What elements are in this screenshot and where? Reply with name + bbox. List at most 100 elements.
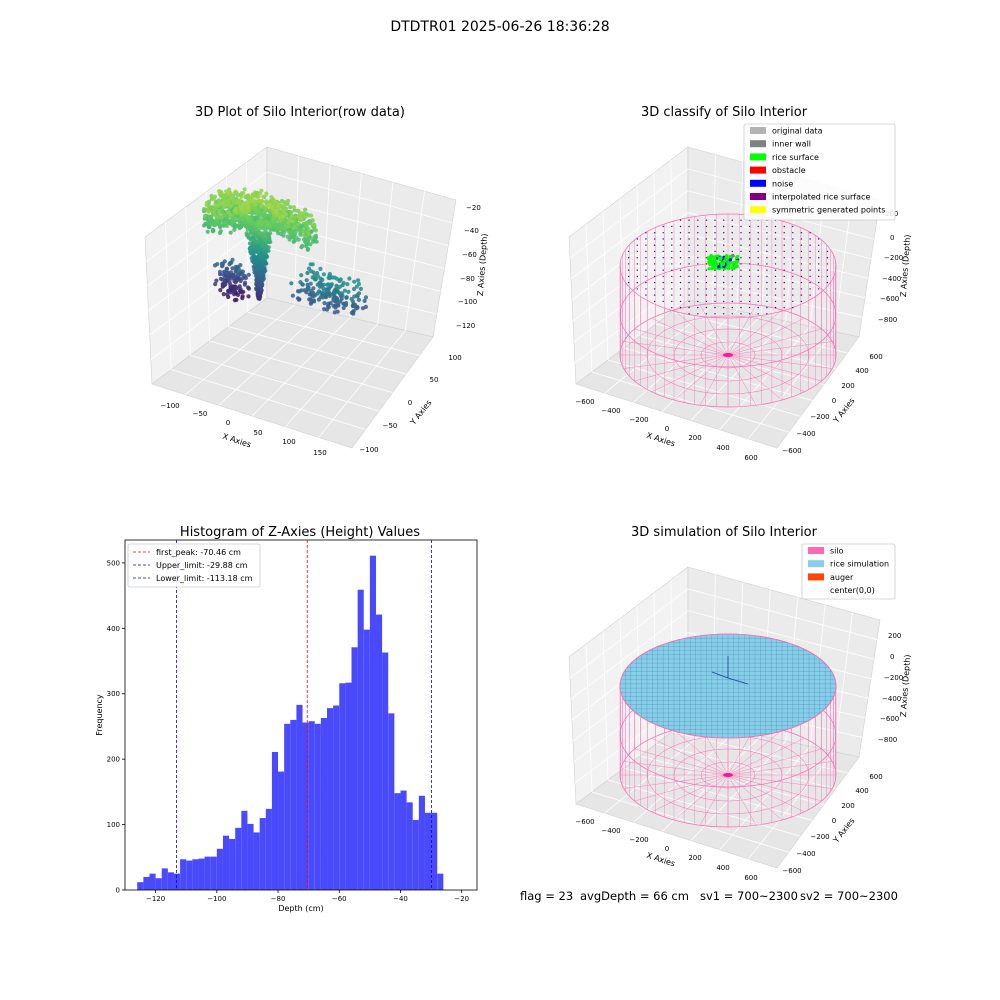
raw-scatter-point: [251, 199, 256, 204]
histogram-bar: [327, 708, 334, 890]
raw-scatter-point: [336, 303, 341, 308]
simulation-xtick-3: −200: [629, 836, 648, 844]
classify-xtick-6: 400: [716, 444, 729, 452]
raw-scatter-point: [228, 230, 233, 235]
raw-scatter-point: [256, 194, 261, 199]
classify-ytick-1: −600: [782, 447, 801, 455]
raw-scatter-point: [329, 282, 334, 287]
simulation-legend-label: auger: [830, 573, 854, 582]
raw-scatter-point: [261, 194, 266, 199]
raw-xtick-1: −100: [160, 402, 179, 410]
raw-scatter-point: [327, 271, 332, 277]
histogram-y-tick: 200: [107, 756, 120, 764]
raw-scatter-point: [321, 282, 326, 287]
auger-marker: [711, 671, 729, 679]
histogram-bar: [198, 858, 205, 890]
raw-scatter-point: [310, 262, 315, 267]
classify-point-cluster: [706, 253, 740, 271]
simulation-3d-plot: 3D simulation of Silo Interior −600 −400…: [568, 525, 912, 882]
raw-scatter-point: [318, 295, 323, 300]
raw-scatter-point: [248, 219, 254, 224]
raw-scatter-point: [293, 215, 298, 220]
raw-scatter-point: [215, 262, 220, 267]
raw-scatter-point: [283, 206, 288, 211]
classify-legend-label: inner wall: [772, 140, 811, 149]
raw-scatter-point: [238, 287, 243, 292]
raw-scatter-point: [216, 203, 221, 208]
raw-ztick-5: −100: [458, 298, 477, 306]
simulation-plot-title: 3D simulation of Silo Interior: [631, 525, 818, 540]
raw-scatter-point: [306, 227, 311, 232]
raw-scatter-point: [232, 227, 237, 232]
classify-point: [727, 265, 731, 269]
raw-ytick-4: 50: [430, 376, 439, 384]
raw-scatter-point: [342, 288, 347, 293]
raw-scatter-point: [218, 229, 223, 234]
classify-ztick-2: 0: [890, 234, 894, 242]
raw-scatter-point: [316, 289, 322, 294]
raw-scatter-point: [237, 198, 242, 203]
raw-scatter-point: [205, 208, 210, 213]
classify-silo-wireframe: [619, 213, 837, 408]
simulation-ytick-3: −200: [810, 833, 829, 841]
raw-scatter-point: [226, 288, 231, 293]
raw-scatter-point: [289, 210, 294, 215]
raw-scatter-point: [292, 208, 297, 213]
raw-scatter-point: [295, 222, 301, 227]
classify-point: [707, 260, 711, 264]
raw-scatter-point: [341, 280, 346, 285]
histogram-bar: [351, 647, 358, 890]
histogram-bar: [302, 722, 309, 890]
raw-scatter-point: [230, 266, 235, 271]
raw-scatter-point: [297, 297, 302, 302]
raw-scatter-point: [312, 273, 317, 278]
status-avg-depth: avgDepth = 66 cm: [580, 889, 689, 903]
histogram-bar: [253, 832, 260, 890]
raw-scatter-point: [255, 199, 260, 204]
classify-xtick-3: −200: [629, 416, 648, 424]
histogram-reference-lines: [176, 540, 432, 890]
histogram-bar: [345, 682, 352, 890]
classify-legend-label: rice surface: [772, 153, 819, 162]
raw-data-3d-plot: 3D Plot of Silo Interior(row data) −100 …: [144, 105, 489, 457]
raw-scatter-point: [207, 214, 212, 219]
raw-scatter-point: [298, 215, 304, 220]
raw-scatter-point: [222, 221, 227, 226]
histogram-bar: [229, 838, 236, 890]
raw-scatter-point: [299, 273, 304, 278]
classify-legend-swatch: [750, 153, 766, 161]
raw-scatter-point: [289, 214, 294, 219]
raw-scatter-point: [294, 235, 299, 240]
raw-scatter-point: [245, 193, 250, 199]
histogram-bar: [339, 683, 346, 890]
raw-ytick-2: −50: [383, 422, 398, 430]
histogram-bar: [222, 835, 230, 890]
raw-scatter-point: [281, 209, 286, 214]
classify-point: [709, 253, 713, 258]
raw-scatter-point: [212, 222, 217, 228]
raw-scatter-point: [306, 285, 311, 290]
histogram-x-tick: −40: [393, 895, 408, 903]
classify-xtick-7: 600: [744, 454, 757, 462]
histogram-bar: [320, 717, 328, 890]
raw-plot-title: 3D Plot of Silo Interior(row data): [195, 105, 405, 120]
raw-xtick-4: 50: [254, 429, 263, 437]
raw-scatter-point: [344, 295, 349, 300]
raw-ytick-1: −100: [359, 446, 378, 454]
raw-scatter-point: [300, 282, 305, 287]
raw-scatter-point: [303, 214, 308, 219]
raw-scatter-point: [327, 293, 332, 299]
raw-scatter-point: [310, 290, 316, 295]
raw-scatter-point: [238, 263, 243, 268]
raw-xlabel: X Axies: [221, 432, 252, 450]
histogram-bar: [149, 873, 156, 890]
histogram-bar: [333, 705, 340, 890]
histogram-x-tick: −20: [454, 895, 469, 903]
raw-scatter-point: [271, 197, 276, 202]
raw-scatter-point: [252, 202, 258, 207]
raw-scatter-point: [267, 203, 272, 208]
raw-scatter-point: [246, 285, 251, 290]
raw-ztick-1: −20: [466, 204, 481, 212]
simulation-legend-label: silo: [830, 547, 844, 556]
raw-scatter-point: [231, 200, 237, 205]
